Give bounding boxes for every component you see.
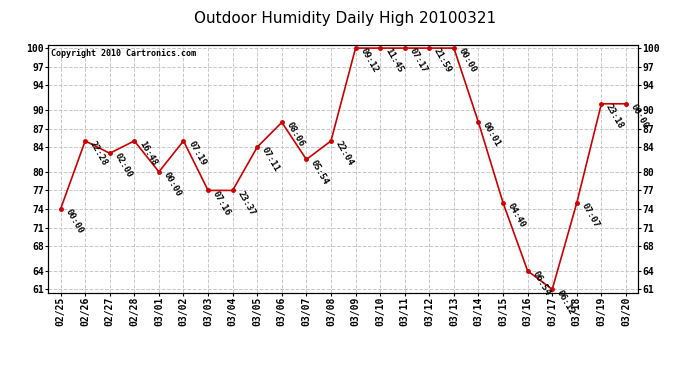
Text: 21:59: 21:59 (432, 47, 453, 75)
Text: 08:06: 08:06 (284, 121, 306, 149)
Text: 07:11: 07:11 (260, 146, 282, 174)
Text: 11:45: 11:45 (383, 47, 404, 75)
Text: 07:16: 07:16 (211, 189, 232, 217)
Text: 00:00: 00:00 (161, 171, 183, 198)
Text: 00:00: 00:00 (629, 102, 650, 130)
Text: Outdoor Humidity Daily High 20100321: Outdoor Humidity Daily High 20100321 (194, 11, 496, 26)
Text: 23:18: 23:18 (604, 102, 625, 130)
Text: 22:04: 22:04 (334, 140, 355, 167)
Text: Copyright 2010 Cartronics.com: Copyright 2010 Cartronics.com (51, 49, 196, 58)
Text: 05:54: 05:54 (309, 158, 331, 186)
Text: 00:00: 00:00 (457, 47, 478, 75)
Text: 23:37: 23:37 (235, 189, 257, 217)
Text: 04:40: 04:40 (506, 201, 527, 229)
Text: 06:54: 06:54 (531, 270, 551, 297)
Text: 09:12: 09:12 (358, 47, 380, 75)
Text: 00:00: 00:00 (63, 208, 85, 236)
Text: 07:17: 07:17 (408, 47, 428, 75)
Text: 22:28: 22:28 (88, 140, 109, 167)
Text: 02:00: 02:00 (112, 152, 134, 180)
Text: 07:07: 07:07 (580, 201, 601, 229)
Text: 00:01: 00:01 (481, 121, 502, 149)
Text: 07:19: 07:19 (186, 140, 208, 167)
Text: 16:48: 16:48 (137, 140, 158, 167)
Text: 06:12: 06:12 (555, 288, 576, 316)
